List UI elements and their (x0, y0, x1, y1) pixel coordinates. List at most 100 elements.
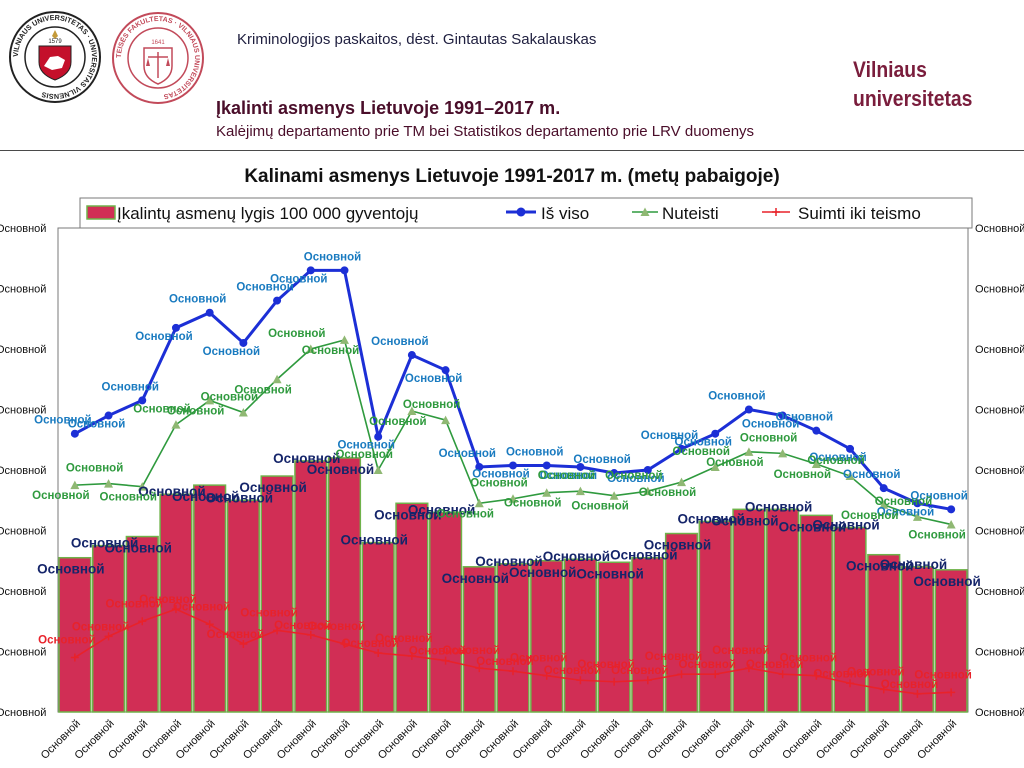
point (576, 462, 585, 471)
point (576, 676, 585, 685)
remand-data-label: Основной (106, 598, 163, 610)
remand-data-label: Основной (679, 659, 736, 671)
point (879, 500, 889, 509)
y-tick-left: Основной (0, 344, 46, 356)
point (778, 670, 787, 679)
bar-data-label: Основной (509, 565, 576, 580)
point (845, 471, 855, 481)
remand-data-label: Основной (746, 659, 803, 671)
total-data-label: Основной (607, 473, 664, 485)
point (273, 626, 282, 635)
point (744, 447, 754, 456)
bar (530, 560, 564, 713)
total-data-label: Основной (439, 448, 496, 460)
total-data-label: Основной (776, 412, 833, 424)
point (441, 415, 451, 425)
point (778, 411, 787, 420)
point (879, 484, 888, 493)
point (643, 466, 652, 474)
bar-data-label: Основной (711, 513, 778, 528)
header-divider (0, 150, 1024, 151)
remand-data-label: Основной (914, 669, 971, 681)
data-source: Kalėjimų departamento prie TM bei Statis… (216, 123, 755, 140)
legend-marker-convicted (640, 207, 650, 216)
total-data-label: Основной (270, 273, 327, 285)
bar-data-label: Основной (880, 557, 947, 572)
point (778, 448, 788, 458)
point (677, 444, 686, 453)
bar (395, 502, 429, 713)
point (509, 667, 517, 676)
legend-label-convicted: Nuteisti (662, 204, 719, 223)
convicted-data-label: Основной (740, 432, 797, 444)
point (475, 462, 484, 471)
point (643, 486, 653, 496)
brand-line-2: universitetas (853, 86, 973, 111)
convicted-data-label: Основной (201, 392, 258, 404)
y-tick-right: Основной (975, 586, 1024, 598)
bar-data-label: Основной (610, 548, 677, 563)
remand-data-label: Основной (207, 629, 264, 641)
bar (766, 508, 800, 713)
y-tick-left: Основной (0, 284, 46, 296)
legend-swatch-bar (86, 205, 116, 220)
remand-data-label: Основной (577, 659, 634, 671)
bar-data-label: Основной (239, 480, 306, 495)
bar (563, 558, 598, 713)
convicted-data-label: Основной (807, 455, 864, 467)
remand-data-label: Основной (780, 653, 837, 665)
point (711, 670, 720, 679)
convicted-data-label: Основной (335, 449, 392, 461)
total-data-label: Основной (675, 437, 732, 449)
bar (597, 561, 631, 713)
total-data-label: Основной (910, 490, 967, 502)
bar-data-label: Основной (475, 554, 542, 569)
bar (226, 499, 260, 713)
remand-data-label: Основной (813, 668, 870, 680)
bar (698, 520, 732, 713)
point (138, 396, 147, 405)
remand-data-label: Основной (712, 645, 769, 657)
point (239, 338, 248, 347)
y-tick-right: Основной (975, 223, 1024, 235)
bar-data-label: Основной (37, 562, 104, 577)
bar-data-label: Основной (913, 574, 980, 589)
point (542, 488, 552, 497)
convicted-data-label: Основной (302, 345, 359, 357)
remand-data-label: Основной (375, 633, 432, 645)
remand-data-label: Основной (72, 621, 129, 633)
remand-data-label: Основной (308, 621, 365, 633)
convicted-data-label: Основной (234, 384, 291, 396)
remand-data-label: Основной (38, 635, 95, 647)
point (744, 405, 753, 414)
bar-data-label: Основной (307, 462, 374, 477)
point (946, 519, 956, 529)
legend-label-bar: Įkalintų asmenų lygis 100 000 gyventojų (117, 204, 418, 223)
point (373, 465, 383, 474)
point (947, 505, 956, 514)
convicted-data-label: Основной (673, 446, 730, 458)
point (104, 632, 113, 641)
convicted-data-label: Основной (32, 490, 89, 502)
convicted-data-label: Основной (774, 469, 831, 481)
brand-wordmark: Vilniaus universitetas (853, 55, 994, 113)
point (306, 630, 315, 639)
convicted-data-label: Основной (605, 470, 662, 482)
point (374, 649, 383, 658)
total-data-label: Основной (742, 419, 799, 431)
point (70, 480, 80, 490)
point (340, 266, 349, 275)
point (846, 679, 855, 688)
y-tick-left: Основной (0, 223, 46, 235)
point (542, 461, 551, 470)
total-data-label: Основной (506, 446, 563, 458)
total-data-label: Основной (102, 381, 159, 393)
remand-data-label: Основной (476, 656, 533, 668)
seal1-year: 1579 (48, 39, 62, 45)
total-data-label: Основной (573, 454, 630, 466)
remand-data-label: Основной (881, 679, 938, 691)
point (205, 308, 214, 317)
convicted-data-label: Основной (706, 457, 763, 469)
point (744, 664, 753, 673)
convicted-data-label: Основной (639, 487, 696, 499)
